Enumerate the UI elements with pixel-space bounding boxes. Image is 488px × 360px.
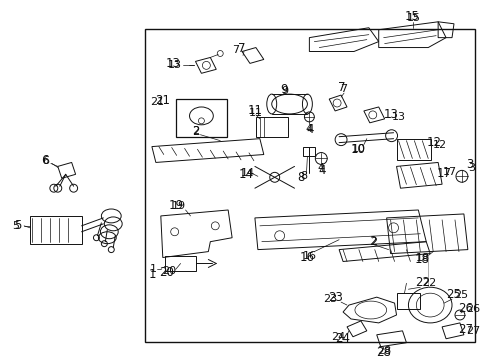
- Bar: [145, 28, 473, 342]
- Text: 12: 12: [426, 136, 441, 149]
- Text: 11: 11: [248, 108, 263, 118]
- Text: 3: 3: [465, 158, 472, 171]
- Text: 21: 21: [155, 94, 170, 107]
- Text: 19: 19: [171, 201, 185, 211]
- Text: 1: 1: [149, 268, 156, 281]
- Text: 28: 28: [377, 346, 391, 356]
- Text: 4: 4: [318, 164, 325, 177]
- Text: 5: 5: [15, 219, 22, 232]
- Text: 1: 1: [149, 264, 156, 274]
- Text: 24: 24: [330, 332, 345, 342]
- Text: 6: 6: [42, 157, 49, 166]
- Text: 8: 8: [296, 171, 304, 184]
- Text: 23: 23: [323, 294, 336, 304]
- Text: 16: 16: [299, 251, 314, 264]
- Text: 14: 14: [241, 168, 255, 178]
- Bar: [303, 147, 315, 157]
- Text: 21: 21: [149, 97, 163, 107]
- Text: 10: 10: [351, 144, 365, 154]
- Text: 19: 19: [169, 198, 184, 212]
- Text: 2: 2: [191, 125, 199, 138]
- Text: 10: 10: [350, 143, 365, 156]
- Text: 15: 15: [404, 10, 419, 23]
- Text: 26: 26: [457, 302, 472, 315]
- Text: 28: 28: [375, 346, 390, 359]
- Text: 17: 17: [436, 167, 450, 180]
- Text: 2: 2: [369, 237, 377, 247]
- Text: 13: 13: [167, 60, 182, 70]
- Text: 6: 6: [41, 154, 49, 167]
- Text: 7: 7: [238, 42, 245, 55]
- Text: 13: 13: [384, 108, 398, 121]
- Text: 26: 26: [465, 304, 479, 314]
- Text: 12: 12: [432, 140, 447, 150]
- Text: 16: 16: [302, 251, 316, 261]
- Text: 7: 7: [338, 81, 345, 94]
- Text: 9: 9: [281, 86, 287, 96]
- Text: 18: 18: [414, 253, 429, 266]
- Text: 17: 17: [442, 167, 456, 177]
- Text: 14: 14: [238, 168, 253, 181]
- Text: 15: 15: [406, 13, 420, 23]
- Text: 5: 5: [12, 221, 19, 231]
- Text: 11: 11: [247, 104, 262, 117]
- Text: 22: 22: [414, 276, 429, 289]
- Text: 7: 7: [340, 84, 347, 94]
- Text: 8: 8: [299, 171, 306, 181]
- Text: 24: 24: [335, 332, 350, 345]
- Bar: [30, 216, 81, 244]
- Text: 13: 13: [391, 112, 405, 122]
- Text: 25: 25: [453, 290, 467, 300]
- Text: 2: 2: [191, 126, 199, 136]
- Text: 7: 7: [232, 45, 239, 54]
- Text: 4: 4: [305, 124, 312, 134]
- Text: 18: 18: [415, 252, 429, 262]
- Text: 2: 2: [368, 235, 376, 248]
- Text: 4: 4: [306, 123, 313, 136]
- Text: 27: 27: [465, 326, 479, 336]
- Text: 22: 22: [422, 278, 436, 288]
- Text: 20: 20: [162, 266, 175, 276]
- Bar: [164, 256, 196, 271]
- Text: 13: 13: [165, 57, 180, 70]
- Text: 20: 20: [159, 266, 174, 279]
- Bar: [396, 139, 430, 161]
- Text: 3: 3: [467, 163, 474, 174]
- Text: 25: 25: [446, 288, 461, 301]
- Bar: [255, 117, 287, 137]
- Text: 4: 4: [317, 163, 324, 174]
- Text: 9: 9: [279, 83, 287, 96]
- Bar: [396, 293, 420, 309]
- Text: 27: 27: [457, 323, 472, 336]
- Bar: [175, 99, 227, 137]
- Text: 23: 23: [327, 291, 342, 303]
